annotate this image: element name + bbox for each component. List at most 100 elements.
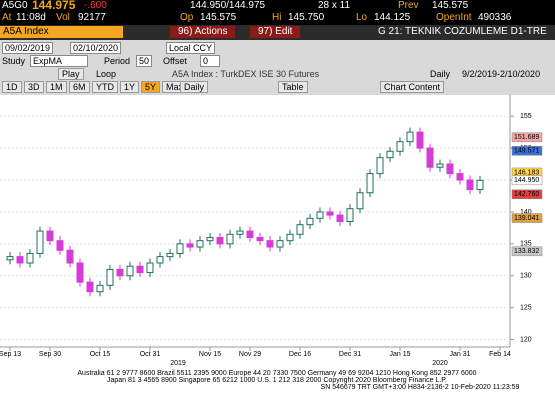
label: Hi: [272, 12, 282, 23]
candle-body: [96, 284, 104, 293]
price-tag-label: 149.571: [514, 148, 539, 155]
candle-body: [316, 211, 324, 219]
candle-body: [326, 211, 334, 216]
candle-body: [456, 173, 464, 181]
candle-body: [46, 230, 54, 242]
x-tick-label: Dec 16: [289, 351, 311, 358]
candle-body: [156, 256, 164, 264]
candle-body: [416, 131, 424, 149]
candle-body: [386, 150, 394, 159]
offset[interactable]: 0: [200, 55, 220, 67]
x-tick-label: Feb 14: [489, 351, 511, 358]
label: OpenInt: [436, 12, 472, 23]
price-tag: [511, 246, 543, 257]
high: 145.750: [288, 12, 325, 23]
play-button[interactable]: Play: [58, 68, 84, 80]
edit-menu[interactable]: 97) Edit: [250, 26, 301, 38]
y-tick-label: 130: [520, 273, 532, 280]
time: 11:08d: [16, 12, 46, 23]
candle-body: [426, 147, 434, 168]
start-date[interactable]: 09/02/2019: [2, 42, 54, 54]
candle-body: [466, 179, 474, 191]
candle-body: [56, 240, 64, 251]
volume: 92177: [78, 12, 106, 23]
quote-header: A5G0 144.975 -.600 144.950/144.975 28 x …: [0, 0, 555, 25]
candle-body: [256, 236, 264, 242]
table-button[interactable]: Table: [278, 81, 308, 93]
command-bar: A5A Index 96) Actions 97) Edit G 21: TEK…: [0, 25, 555, 40]
change: -.600: [84, 0, 107, 11]
candle-body: [336, 214, 344, 223]
price-tag: [511, 189, 543, 200]
loop-checkbox[interactable]: Loop: [96, 69, 117, 79]
open-interest: 490336: [478, 12, 512, 23]
label: Op: [180, 12, 194, 23]
ticker: A5G0: [2, 0, 28, 11]
actions-menu[interactable]: 96) Actions: [170, 26, 236, 38]
candle-body: [236, 230, 244, 235]
candle-body: [296, 224, 304, 235]
candle-body: [186, 243, 194, 248]
open: 145.575: [200, 12, 237, 23]
price-tag: [511, 213, 543, 223]
price-tag-label: 146.183: [514, 169, 539, 176]
chart: 2019 2020 Australia 61 2 9777 8600 Brazi…: [0, 95, 555, 400]
candle-body: [126, 265, 134, 277]
period-button[interactable]: 5Y: [141, 81, 161, 93]
settings-panel: 09/02/2019 02/10/2020 Local CCY Study Ex…: [0, 40, 555, 95]
period-button[interactable]: 3D: [24, 81, 44, 93]
candle-body: [246, 230, 254, 238]
candle-body: [276, 240, 284, 248]
period[interactable]: 50: [136, 55, 153, 67]
candle-body: [176, 243, 184, 254]
study[interactable]: ExpMA: [30, 55, 88, 67]
end-date[interactable]: 02/10/2020: [70, 42, 122, 54]
candle-body: [216, 236, 224, 245]
y-tick-label: 140: [520, 209, 532, 216]
prev: 145.575: [432, 0, 469, 11]
x-tick-label: Dec 31: [339, 351, 361, 358]
y-tick-label: 125: [520, 305, 532, 312]
y-tick-label: 120: [520, 336, 532, 343]
candle-body: [6, 256, 14, 261]
currency[interactable]: Local CCY: [166, 42, 216, 54]
period-button[interactable]: 1D: [2, 81, 22, 93]
security[interactable]: A5A Index: [0, 26, 123, 38]
label: Lo: [356, 12, 368, 23]
candle-body: [406, 131, 414, 143]
candle-body: [76, 262, 84, 283]
candle-body: [476, 179, 484, 191]
frequency-select[interactable]: Daily: [180, 81, 209, 93]
label: At: [2, 12, 12, 23]
candle-body: [16, 256, 24, 264]
price-tag-label: 139.041: [514, 215, 539, 222]
date-range: 9/2/2019-2/10/2020: [462, 69, 541, 79]
label: Period: [104, 56, 131, 66]
x-tick-label: Oct 31: [140, 351, 161, 358]
low: 144.125: [374, 12, 411, 23]
x-tick-label: Nov 29: [239, 351, 261, 358]
candle-body: [86, 281, 94, 293]
candle-body: [356, 192, 364, 210]
x-tick-label: Nov 15: [199, 351, 221, 358]
candle-body: [286, 233, 294, 242]
year-label: 2020: [432, 360, 448, 367]
period-button[interactable]: 1M: [46, 81, 67, 93]
candle-body: [146, 262, 154, 274]
candle-body: [206, 236, 214, 242]
y-tick-label: 155: [520, 113, 532, 120]
period-button[interactable]: 6M: [69, 81, 90, 93]
x-tick-label: Sep 30: [39, 351, 61, 358]
chart-content-button[interactable]: Chart Content: [380, 81, 445, 93]
frequency: Daily: [430, 69, 451, 79]
candle-body: [376, 157, 384, 175]
price-tag: [511, 146, 543, 156]
period-button[interactable]: YTD: [92, 81, 118, 93]
footer-line: Australia 61 2 9777 8600 Brazil 5511 239…: [77, 370, 476, 377]
candle-body: [396, 141, 404, 152]
period-button[interactable]: 1Y: [120, 81, 140, 93]
candle-body: [36, 230, 44, 254]
candle-body: [136, 265, 144, 274]
label: Study: [2, 56, 26, 66]
